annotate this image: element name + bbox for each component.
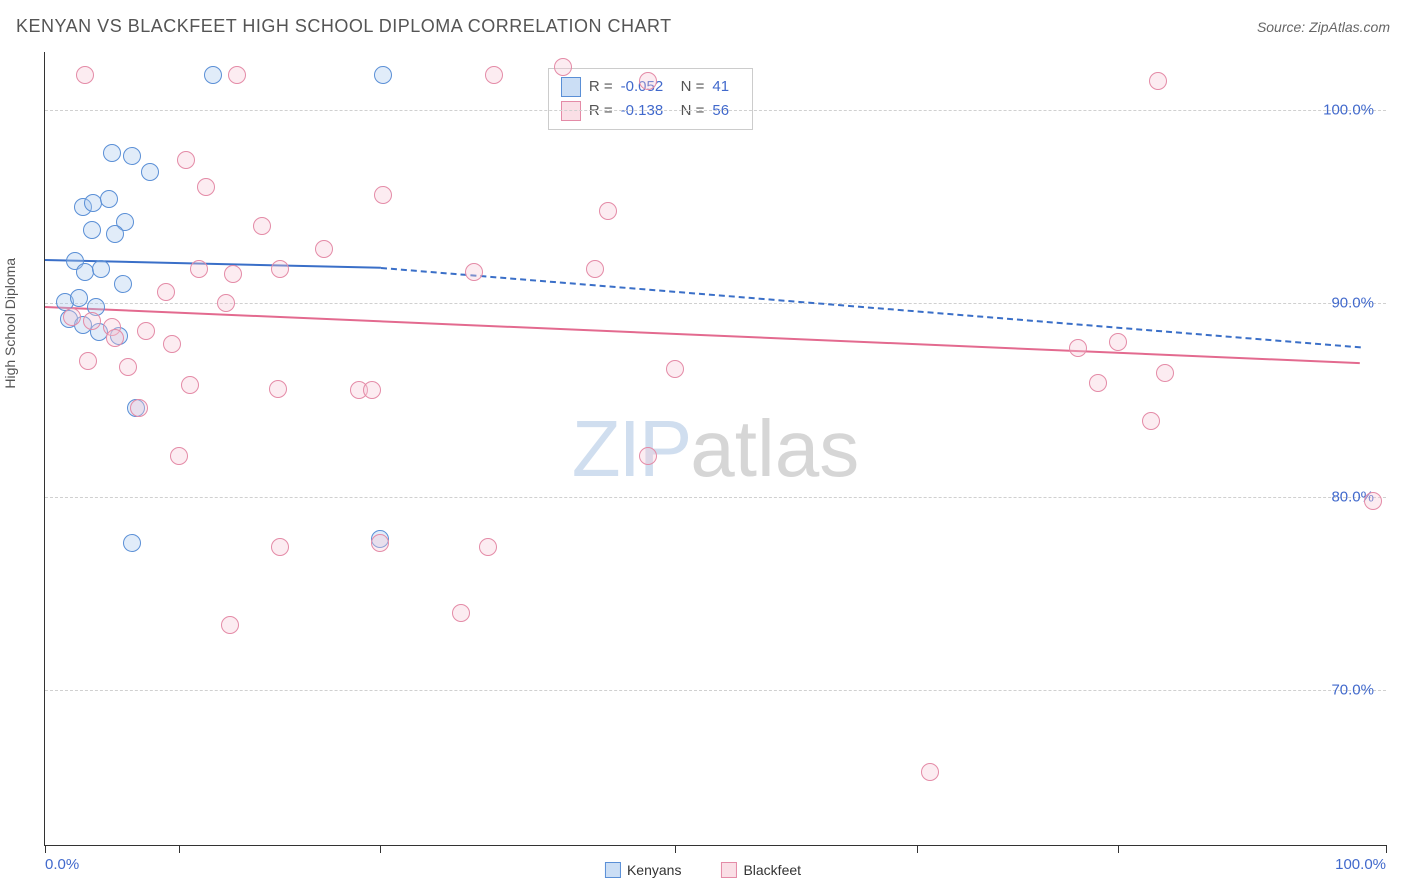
x-tick — [179, 845, 180, 853]
trend-line — [380, 267, 1360, 348]
scatter-marker — [119, 358, 137, 376]
scatter-marker — [70, 289, 88, 307]
scatter-plot-area: ZIPatlas R =-0.052N =41R =-0.138N =56 70… — [44, 52, 1386, 846]
y-tick-label: 70.0% — [1331, 682, 1374, 699]
source-credit: Source: ZipAtlas.com — [1257, 19, 1390, 35]
scatter-marker — [271, 538, 289, 556]
trend-line — [45, 306, 1360, 364]
legend-swatch — [605, 862, 621, 878]
scatter-marker — [253, 217, 271, 235]
scatter-marker — [181, 376, 199, 394]
scatter-marker — [177, 151, 195, 169]
scatter-marker — [485, 66, 503, 84]
scatter-marker — [1364, 492, 1382, 510]
scatter-marker — [921, 763, 939, 781]
scatter-marker — [130, 399, 148, 417]
scatter-marker — [1149, 72, 1167, 90]
y-tick-label: 90.0% — [1331, 295, 1374, 312]
legend-label: Kenyans — [627, 862, 681, 878]
x-tick-label: 100.0% — [1335, 856, 1386, 873]
watermark-zip: ZIP — [572, 404, 690, 493]
gridline-h — [45, 110, 1386, 111]
scatter-marker — [106, 329, 124, 347]
scatter-marker — [141, 163, 159, 181]
x-tick — [675, 845, 676, 853]
scatter-marker — [374, 66, 392, 84]
scatter-marker — [371, 534, 389, 552]
gridline-h — [45, 303, 1386, 304]
x-tick — [917, 845, 918, 853]
source-label: Source: — [1257, 19, 1305, 35]
gridline-h — [45, 690, 1386, 691]
legend-label: Blackfeet — [743, 862, 801, 878]
scatter-marker — [100, 190, 118, 208]
scatter-marker — [479, 538, 497, 556]
scatter-marker — [114, 275, 132, 293]
n-label: N = — [681, 75, 705, 99]
watermark-atlas: atlas — [690, 404, 859, 493]
scatter-marker — [92, 260, 110, 278]
scatter-marker — [123, 147, 141, 165]
scatter-marker — [221, 616, 239, 634]
series-swatch — [561, 77, 581, 97]
scatter-marker — [465, 263, 483, 281]
series-legend: Kenyans Blackfeet — [605, 862, 801, 878]
chart-title: KENYAN VS BLACKFEET HIGH SCHOOL DIPLOMA … — [16, 16, 672, 37]
scatter-marker — [190, 260, 208, 278]
scatter-marker — [63, 308, 81, 326]
x-tick-label: 0.0% — [45, 856, 79, 873]
scatter-marker — [363, 381, 381, 399]
legend-swatch — [721, 862, 737, 878]
y-tick-label: 100.0% — [1323, 102, 1374, 119]
scatter-marker — [554, 58, 572, 76]
scatter-marker — [271, 260, 289, 278]
x-tick — [1118, 845, 1119, 853]
scatter-marker — [79, 352, 97, 370]
scatter-marker — [83, 221, 101, 239]
scatter-marker — [374, 186, 392, 204]
x-tick — [45, 845, 46, 853]
scatter-marker — [217, 294, 235, 312]
scatter-marker — [1089, 374, 1107, 392]
scatter-marker — [137, 322, 155, 340]
legend-item: Blackfeet — [721, 862, 801, 878]
chart-header: KENYAN VS BLACKFEET HIGH SCHOOL DIPLOMA … — [16, 16, 1390, 37]
gridline-h — [45, 497, 1386, 498]
scatter-marker — [204, 66, 222, 84]
scatter-marker — [1142, 412, 1160, 430]
scatter-marker — [666, 360, 684, 378]
scatter-marker — [224, 265, 242, 283]
source-name: ZipAtlas.com — [1309, 19, 1390, 35]
legend-item: Kenyans — [605, 862, 681, 878]
scatter-marker — [1069, 339, 1087, 357]
scatter-marker — [157, 283, 175, 301]
scatter-marker — [123, 534, 141, 552]
scatter-marker — [1156, 364, 1174, 382]
x-tick — [1386, 845, 1387, 853]
y-axis-label: High School Diploma — [2, 258, 18, 389]
scatter-marker — [639, 447, 657, 465]
scatter-marker — [586, 260, 604, 278]
scatter-marker — [76, 66, 94, 84]
scatter-marker — [106, 225, 124, 243]
scatter-marker — [197, 178, 215, 196]
scatter-marker — [315, 240, 333, 258]
scatter-marker — [599, 202, 617, 220]
scatter-marker — [83, 312, 101, 330]
scatter-marker — [170, 447, 188, 465]
x-tick — [380, 845, 381, 853]
scatter-marker — [269, 380, 287, 398]
r-label: R = — [589, 75, 613, 99]
watermark: ZIPatlas — [572, 403, 859, 495]
scatter-marker — [228, 66, 246, 84]
scatter-marker — [1109, 333, 1127, 351]
scatter-marker — [103, 144, 121, 162]
scatter-marker — [452, 604, 470, 622]
scatter-marker — [639, 72, 657, 90]
n-value: 41 — [712, 75, 740, 99]
scatter-marker — [163, 335, 181, 353]
